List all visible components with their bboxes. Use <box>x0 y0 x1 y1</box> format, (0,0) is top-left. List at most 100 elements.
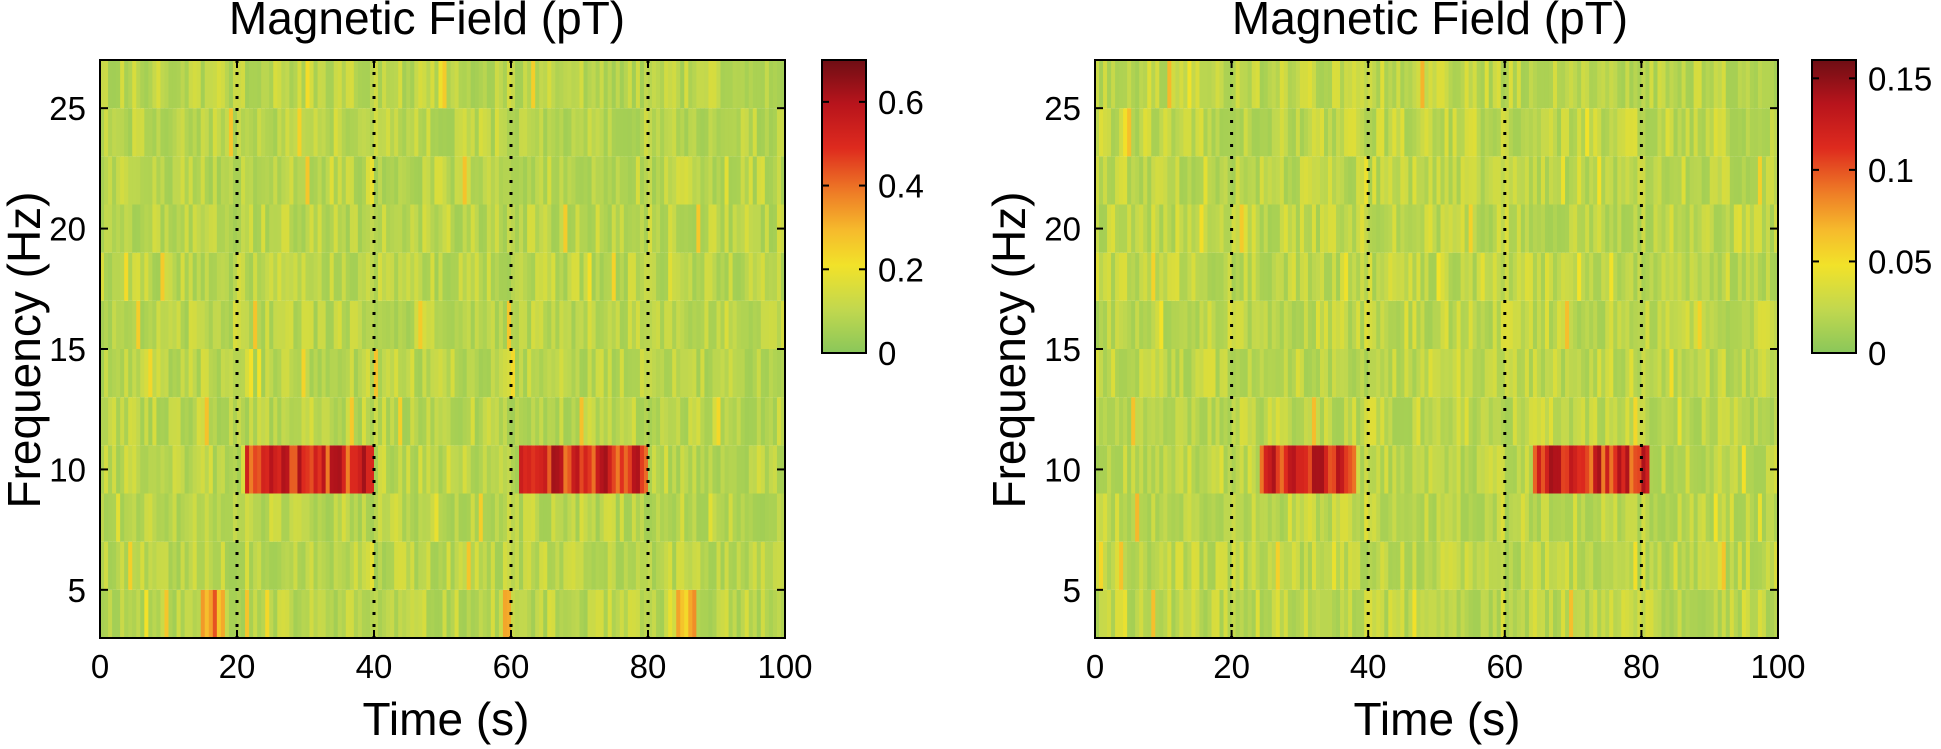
heatmap-cell <box>571 445 577 494</box>
heatmap-cell <box>1561 60 1566 109</box>
heatmap-cell <box>1307 108 1313 157</box>
heatmap-cell <box>1307 445 1313 494</box>
heatmap-cell <box>1303 541 1309 590</box>
heatmap-cell <box>466 156 472 205</box>
heatmap-cell <box>1239 397 1245 446</box>
heatmap-cell <box>349 204 355 253</box>
heatmap-cell <box>535 60 540 109</box>
heatmap-cell <box>1227 108 1233 157</box>
heatmap-cell <box>543 493 548 542</box>
heatmap-cell <box>382 541 387 590</box>
heatmap-cell <box>1496 204 1502 253</box>
heatmap-cell <box>712 493 718 542</box>
heatmap-cell <box>498 445 504 494</box>
heatmap-cell <box>112 493 117 542</box>
heatmap-cell <box>748 493 754 542</box>
heatmap-cell <box>1741 252 1747 301</box>
heatmap-cell <box>442 300 448 349</box>
heatmap-cell <box>1368 445 1373 494</box>
heatmap-cell <box>357 445 363 494</box>
heatmap-cell <box>776 108 782 157</box>
heatmap-cell <box>301 589 307 638</box>
heatmap-cell <box>720 300 726 349</box>
heatmap-cell <box>1412 108 1418 157</box>
heatmap-cell <box>1324 156 1329 205</box>
heatmap-cell <box>438 204 444 253</box>
heatmap-cell <box>1207 60 1213 109</box>
heatmap-cell <box>108 252 113 301</box>
heatmap-cell <box>446 156 452 205</box>
heatmap-cell <box>1621 300 1626 349</box>
heatmap-cell <box>1171 108 1176 157</box>
heatmap-cell <box>305 349 311 398</box>
heatmap-cell <box>418 60 423 109</box>
heatmap-cell <box>406 397 411 446</box>
heatmap-cell <box>571 252 577 301</box>
heatmap-cell <box>128 397 133 446</box>
heatmap-cell <box>156 493 162 542</box>
heatmap-cell <box>1472 397 1478 446</box>
heatmap-cell <box>615 60 621 109</box>
heatmap-cell <box>1408 156 1413 205</box>
heatmap-cell <box>724 445 730 494</box>
heatmap-cell <box>1263 204 1269 253</box>
heatmap-cell <box>313 252 319 301</box>
heatmap-cell <box>164 349 170 398</box>
heatmap-cell <box>1709 589 1715 638</box>
heatmap-cell <box>188 445 194 494</box>
heatmap-cell <box>700 349 706 398</box>
heatmap-cell <box>1733 397 1739 446</box>
heatmap-cell <box>1388 60 1393 109</box>
heatmap-cell <box>458 541 464 590</box>
heatmap-cell <box>462 589 468 638</box>
heatmap-cell <box>378 252 383 301</box>
heatmap-cell <box>1095 541 1100 590</box>
heatmap-cell <box>394 493 399 542</box>
heatmap-cell <box>378 156 383 205</box>
heatmap-cell <box>450 445 456 494</box>
heatmap-cell <box>643 445 649 494</box>
heatmap-cell <box>756 204 762 253</box>
heatmap-cell <box>361 589 367 638</box>
heatmap-cell <box>1115 349 1120 398</box>
heatmap-cell <box>1408 300 1413 349</box>
heatmap-cell <box>1420 541 1426 590</box>
heatmap-cell <box>494 349 500 398</box>
heatmap-cell <box>664 541 669 590</box>
heatmap-cell <box>680 493 685 542</box>
heatmap-cell <box>422 300 427 349</box>
heatmap-cell <box>305 493 311 542</box>
heatmap-cell <box>353 445 359 494</box>
heatmap-cell <box>329 252 335 301</box>
heatmap-cell <box>1633 60 1638 109</box>
heatmap-cell <box>474 493 480 542</box>
heatmap-cell <box>1255 108 1261 157</box>
heatmap-cell <box>599 589 605 638</box>
heatmap-cell <box>1516 108 1522 157</box>
heatmap-cell <box>1344 541 1349 590</box>
heatmap-cell <box>1199 589 1205 638</box>
heatmap-cell <box>196 445 202 494</box>
heatmap-cell <box>245 493 250 542</box>
heatmap-cell <box>1388 589 1393 638</box>
heatmap-cell <box>1175 541 1180 590</box>
heatmap-cell <box>502 541 508 590</box>
heatmap-cell <box>1328 589 1333 638</box>
heatmap-cell <box>1315 60 1321 109</box>
heatmap-cell <box>402 60 407 109</box>
heatmap-cell <box>567 349 573 398</box>
heatmap-cell <box>1315 589 1321 638</box>
heatmap-cell <box>1480 156 1486 205</box>
heatmap-cell <box>519 204 524 253</box>
heatmap-cell <box>1183 204 1189 253</box>
heatmap-cell <box>724 300 730 349</box>
heatmap-cell <box>474 397 480 446</box>
heatmap-cell <box>1235 252 1241 301</box>
heatmap-cell <box>1657 397 1663 446</box>
heatmap-cell <box>744 156 750 205</box>
heatmap-cell <box>1227 589 1233 638</box>
heatmap-cell <box>1279 349 1285 398</box>
heatmap-cell <box>1697 300 1703 349</box>
heatmap-cell <box>1540 589 1546 638</box>
heatmap-cell <box>1235 397 1241 446</box>
